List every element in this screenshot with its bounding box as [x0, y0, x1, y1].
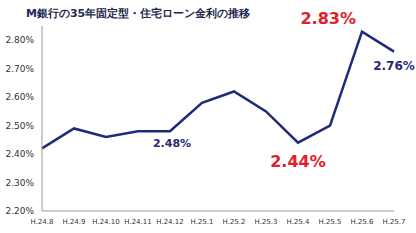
svg-text:2.48%: 2.48% [153, 137, 191, 150]
svg-text:H.24.8: H.24.8 [31, 218, 54, 226]
html-text:M銀行の35年固定型・住宅ローン金利の推移: M銀行の35年固定型・住宅ローン金利の推移 [26, 7, 251, 20]
svg-text:2.80%: 2.80% [5, 35, 34, 45]
svg-text:2.60%: 2.60% [5, 92, 34, 102]
svg-text:H.24.11: H.24.11 [124, 218, 151, 226]
svg-text:H.25.2: H.25.2 [223, 218, 246, 226]
svg-text:H.25.7: H.25.7 [383, 218, 406, 226]
svg-text:2.44%: 2.44% [270, 152, 326, 171]
svg-text:2.50%: 2.50% [5, 121, 34, 131]
svg-text:2.20%: 2.20% [5, 206, 34, 216]
svg-text:2.30%: 2.30% [5, 178, 34, 188]
svg-text:H.25.3: H.25.3 [255, 218, 278, 226]
svg-text:H.24.12: H.24.12 [156, 218, 183, 226]
svg-text:2.76%: 2.76% [373, 59, 415, 73]
svg-text:H.24.9: H.24.9 [63, 218, 86, 226]
svg-text:H.25.6: H.25.6 [351, 218, 374, 226]
svg-text:H.25.5: H.25.5 [319, 218, 342, 226]
svg-text:H.25.4: H.25.4 [287, 218, 310, 226]
svg-text:2.70%: 2.70% [5, 64, 34, 74]
svg-text:H.24.10: H.24.10 [92, 218, 119, 226]
svg-text:2.40%: 2.40% [5, 149, 34, 159]
svg-text:2.83%: 2.83% [300, 9, 356, 28]
svg-text:H.25.1: H.25.1 [191, 218, 214, 226]
